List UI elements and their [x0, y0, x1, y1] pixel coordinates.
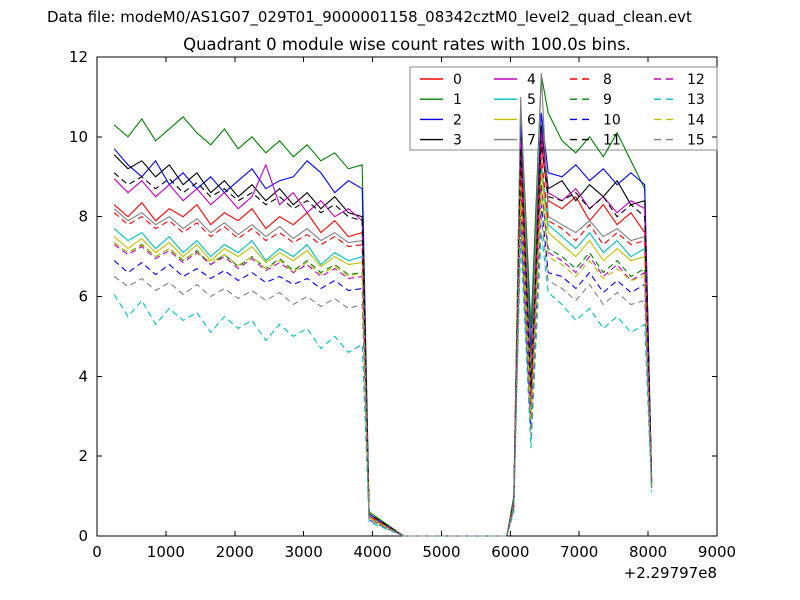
- x-tick-label: 6000: [491, 543, 529, 561]
- legend-label-13: 13: [687, 92, 705, 108]
- x-axis-offset-label: +2.29797e8: [624, 564, 717, 582]
- y-tick-label: 12: [69, 48, 88, 66]
- legend-label-14: 14: [687, 112, 705, 128]
- legend-label-10: 10: [603, 112, 621, 128]
- module-line-14: [113, 192, 653, 537]
- data-file-label: Data file: modeM0/AS1G07_029T01_90000011…: [47, 8, 692, 27]
- x-tick-label: 0: [92, 543, 102, 561]
- y-tick-label: 10: [69, 128, 88, 146]
- module-line-11: [113, 140, 653, 537]
- module-line-3: [113, 124, 653, 537]
- y-tick-label: 6: [78, 288, 88, 306]
- legend-label-8: 8: [603, 72, 612, 88]
- y-tick-label: 4: [78, 367, 88, 385]
- module-line-1: [113, 74, 653, 537]
- legend-label-2: 2: [453, 112, 462, 128]
- chart-title: Quadrant 0 module wise count rates with …: [183, 35, 631, 54]
- y-tick-label: 2: [78, 447, 88, 465]
- legend-label-11: 11: [603, 133, 621, 149]
- legend-label-0: 0: [453, 72, 462, 88]
- legend-label-3: 3: [453, 133, 462, 149]
- y-tick-label: 0: [78, 527, 88, 545]
- x-tick-label: 7000: [560, 543, 598, 561]
- legend-box: [409, 66, 718, 151]
- legend-label-5: 5: [527, 92, 536, 108]
- tick-labels-group: 0 1000 2000 3000 4000 5000 6000 7000 8000 9000 0 2 4…: [69, 48, 736, 561]
- legend-label-12: 12: [687, 72, 705, 88]
- x-tick-label: 4000: [353, 543, 391, 561]
- legend-label-1: 1: [453, 92, 462, 108]
- legend-label-9: 9: [603, 92, 612, 108]
- x-tick-label: 1000: [147, 543, 185, 561]
- module-line-10: [113, 204, 653, 537]
- legend-label-6: 6: [527, 112, 536, 128]
- legend-label-7: 7: [527, 133, 536, 149]
- x-tick-label: 5000: [422, 543, 460, 561]
- x-tick-label: 3000: [285, 543, 323, 561]
- x-tick-label: 8000: [629, 543, 667, 561]
- x-tick-label: 9000: [698, 543, 736, 561]
- series-lines-group: [113, 72, 653, 537]
- x-tick-label: 2000: [216, 543, 254, 561]
- module-line-15: [113, 216, 653, 537]
- legend-label-4: 4: [527, 72, 536, 88]
- legend-label-15: 15: [687, 133, 705, 149]
- module-line-8: [113, 156, 653, 537]
- y-tick-label: 8: [78, 208, 88, 226]
- axis-ticks-group: [96, 56, 718, 537]
